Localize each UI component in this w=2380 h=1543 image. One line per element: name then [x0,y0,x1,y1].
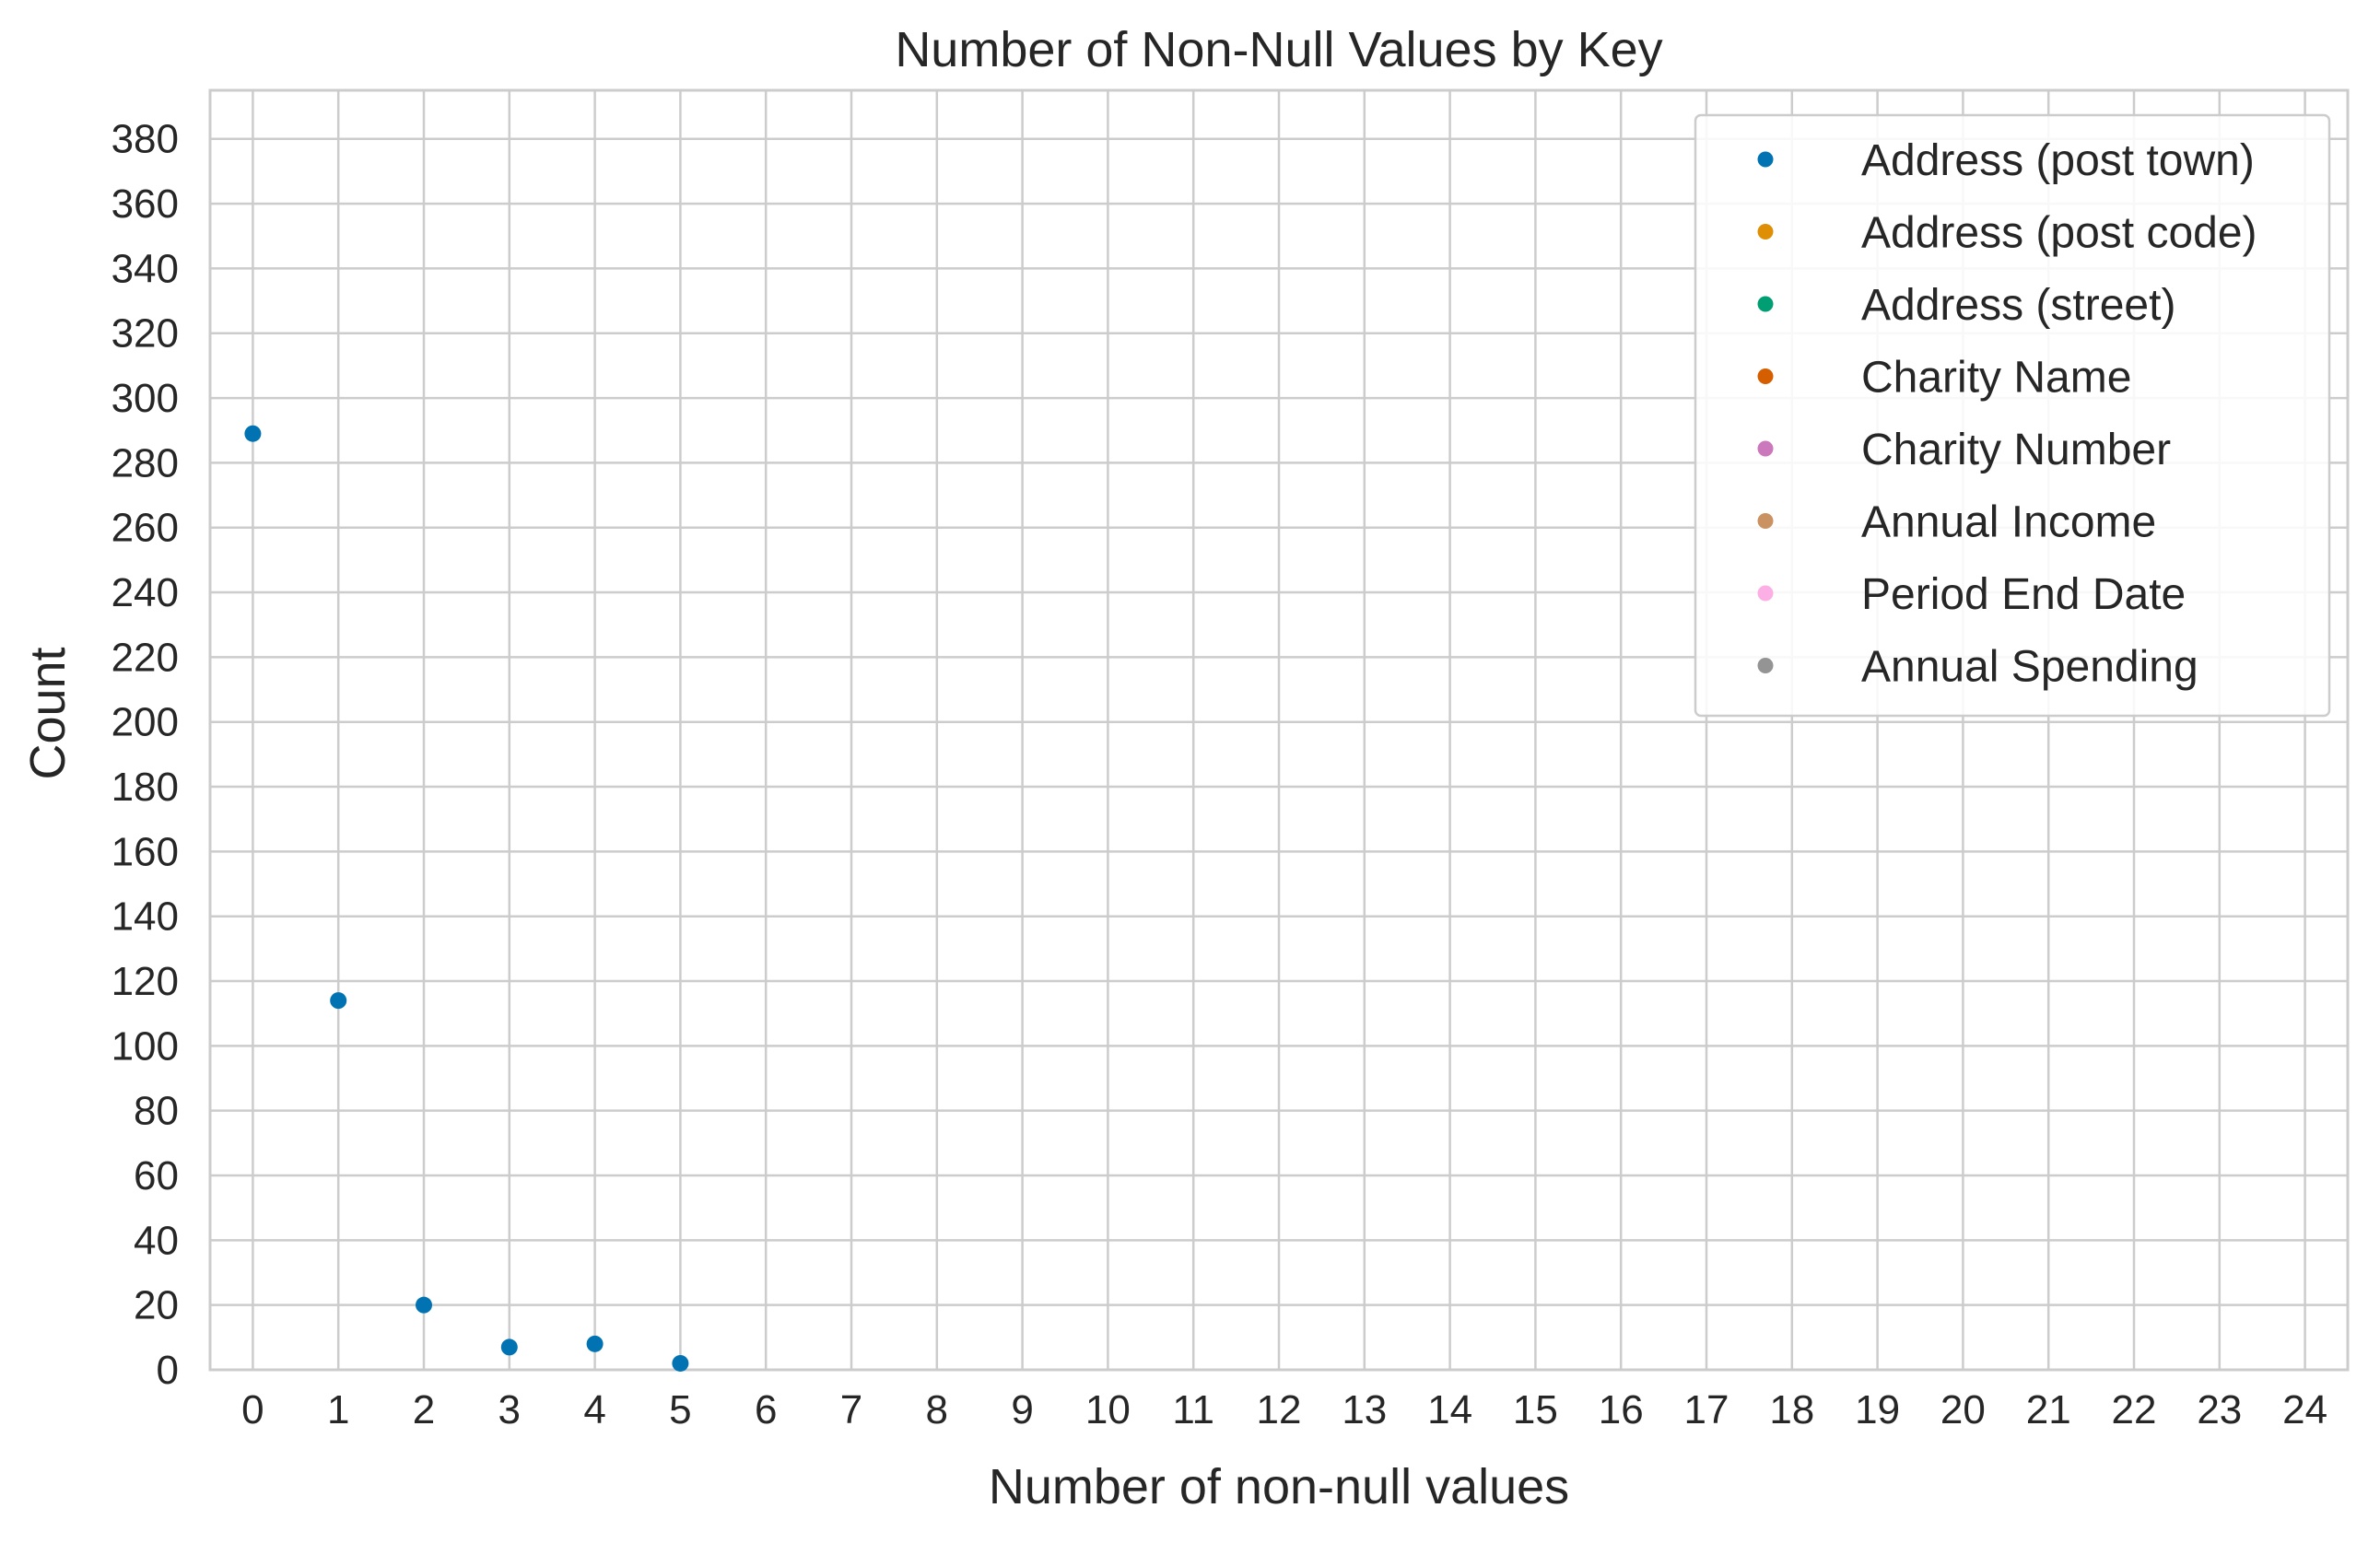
x-tick-label: 9 [1011,1387,1033,1432]
legend: Address (post town) Address (post code) Ad… [1694,113,2331,718]
data-point [416,1296,432,1314]
x-tick-label: 4 [583,1387,605,1432]
y-tick-label: 40 [134,1218,179,1263]
x-tick-label: 24 [2282,1387,2327,1432]
y-tick-label: 140 [111,894,179,940]
x-tick-label: 2 [413,1387,435,1432]
y-tick-label: 60 [134,1153,179,1198]
x-tick-label: 12 [1257,1387,1302,1432]
legend-label: Address (post town) [1861,136,2255,185]
y-tick-label: 300 [111,376,179,421]
x-tick-label: 16 [1599,1387,1644,1432]
y-tick-label: 380 [111,117,179,162]
legend-label: Annual Spending [1861,643,2198,692]
legend-label: Charity Name [1861,354,2131,403]
legend-marker [1757,368,1774,384]
x-tick-label: 0 [241,1387,264,1432]
legend-marker [1757,658,1774,673]
data-point [330,992,347,1010]
y-tick-label: 200 [111,700,179,745]
legend-box [1694,113,2331,718]
x-tick-label: 23 [2197,1387,2242,1432]
y-tick-label: 220 [111,635,179,680]
plot-frame [208,88,2350,1372]
y-tick-label: 20 [134,1283,179,1328]
y-tick-label: 260 [111,506,179,551]
legend-label: Period End Date [1861,570,2186,619]
y-tick-label: 80 [134,1089,179,1134]
legend-items: Address (post town) Address (post code) Ad… [1757,136,2257,692]
x-tick-label: 1 [327,1387,349,1432]
x-tick-label: 20 [1940,1387,1986,1432]
x-tick-label: 11 [1172,1387,1214,1432]
data-point [672,1354,689,1372]
y-tick-label: 340 [111,246,179,291]
data-point [586,1335,604,1352]
y-tick-label: 160 [111,829,179,874]
chart-title: Number of Non-Null Values by Key [895,22,1662,77]
x-tick-label: 13 [1342,1387,1387,1432]
data-point [500,1338,518,1356]
y-tick-label: 280 [111,440,179,485]
x-tick-label: 15 [1513,1387,1558,1432]
y-tick-label: 320 [111,311,179,357]
x-tick-label: 3 [498,1387,521,1432]
legend-label: Address (post code) [1861,209,2257,258]
y-tick-label: 120 [111,959,179,1004]
x-tick-label: 10 [1085,1387,1131,1432]
x-tick-label: 17 [1684,1387,1729,1432]
x-axis-ticks: 0 1 2 3 4 5 6 7 8 9 10 11 12 13 14 15 16 17 18 19 20 21 22 23 24 [241,1387,2327,1432]
legend-marker [1757,151,1774,168]
y-tick-label: 0 [157,1348,179,1393]
legend-marker [1757,440,1774,457]
y-tick-label: 180 [111,765,179,810]
x-tick-label: 7 [840,1387,862,1432]
y-tick-label: 360 [111,181,179,227]
legend-marker [1757,585,1774,602]
x-tick-label: 14 [1427,1387,1472,1432]
x-tick-label: 6 [755,1387,777,1432]
legend-marker [1757,224,1774,240]
data-point [244,425,262,442]
legend-label: Charity Number [1861,426,2171,474]
x-axis-label: Number of non-null values [989,1459,1569,1514]
x-tick-label: 8 [926,1387,948,1432]
x-tick-label: 5 [669,1387,691,1432]
x-tick-label: 21 [2026,1387,2071,1432]
data-points [244,425,689,1372]
x-tick-label: 19 [1855,1387,1900,1432]
y-tick-label: 240 [111,570,179,615]
legend-marker [1757,296,1774,312]
legend-label: Address (street) [1861,281,2175,330]
y-tick-label: 100 [111,1023,179,1069]
y-axis-ticks: 0 20 40 60 80 100 120 140 160 180 200 220 240 260 280 3… [111,117,179,1393]
y-axis-label: Count [20,647,76,779]
x-tick-label: 18 [1769,1387,1814,1432]
legend-marker [1757,513,1774,529]
legend-label: Annual Income [1861,498,2156,547]
x-tick-label: 22 [2112,1387,2157,1432]
